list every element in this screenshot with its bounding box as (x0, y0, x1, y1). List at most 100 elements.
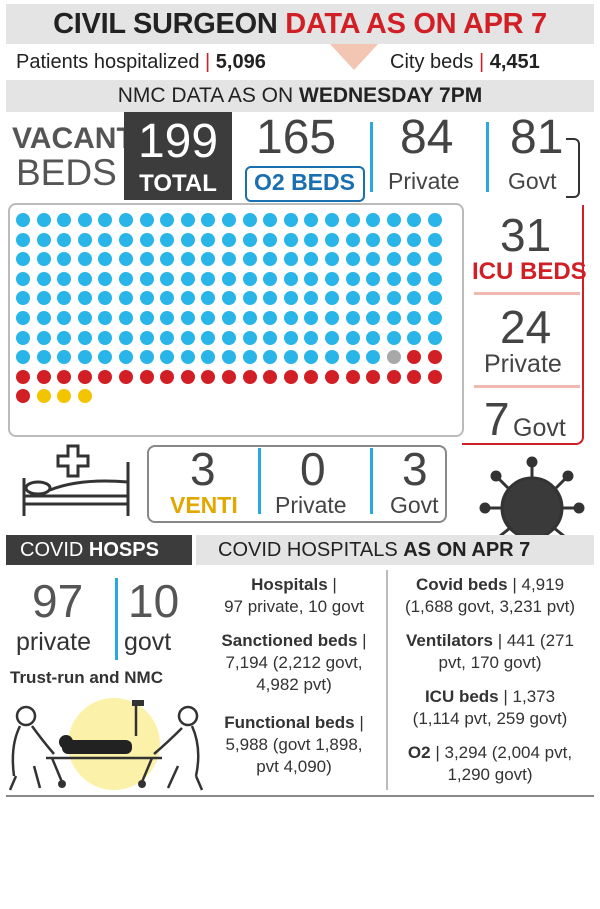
bed-dot (325, 232, 339, 247)
separator: | (497, 631, 503, 650)
bed-dot (139, 291, 154, 306)
bed-dot (222, 350, 236, 365)
bed-dot (36, 252, 51, 267)
bed-dot (98, 330, 113, 345)
bed-dot (263, 213, 278, 227)
icu-govt-label: Govt (513, 414, 566, 442)
hosps-govt-value: 10 (128, 575, 180, 627)
bed-dot (139, 369, 154, 384)
bed-dot (283, 330, 298, 345)
bed-dot (201, 252, 216, 267)
bed-dot (345, 369, 360, 384)
bed-dot (263, 232, 278, 247)
bed-dot (222, 232, 236, 247)
info-line: 1,290 govt) (447, 765, 533, 784)
icu-beds-info: ICU beds | 1,373 (1,114 pvt, 259 govt) (392, 686, 588, 730)
bed-dot (139, 271, 154, 286)
bed-dot (283, 311, 298, 325)
bed-dot (345, 213, 360, 227)
bed-dot (98, 369, 113, 384)
head-bold: AS ON APR 7 (403, 539, 531, 561)
bed-dot (180, 252, 195, 267)
bed-dot (160, 369, 175, 384)
bed-dot (428, 232, 442, 247)
bed-dot (36, 369, 51, 384)
bed-dot (242, 311, 257, 325)
bed-dot (283, 271, 298, 286)
divider (370, 122, 373, 192)
bed-dot (345, 271, 360, 286)
bed-dot (263, 311, 278, 325)
bed-dot (160, 311, 175, 325)
bed-dot (160, 252, 175, 267)
bed-dot (119, 330, 133, 345)
bed-dot (16, 389, 30, 404)
bed-dot (139, 350, 154, 365)
divider (115, 578, 118, 660)
bed-dot (242, 252, 257, 267)
info-line: 4,982 pvt) (256, 675, 332, 694)
bracket (566, 138, 580, 198)
venti-label: VENTI (170, 492, 238, 518)
covid-hosps-header: COVID HOSPS (6, 535, 192, 565)
bed-dot (242, 213, 257, 227)
separator: | (332, 575, 337, 594)
bed-dot (119, 232, 133, 247)
info-line: (1,688 govt, 3,231 pvt) (404, 597, 576, 616)
bed-dot (283, 291, 298, 306)
bed-dot (345, 232, 360, 247)
bed-dot (428, 369, 442, 384)
bed-dot (180, 291, 195, 306)
bed-dot (428, 291, 442, 306)
bed-dot (119, 271, 133, 286)
bed-dot (201, 213, 216, 227)
summary-row: Patients hospitalized | 5,096 City beds … (6, 46, 594, 78)
bed-dot (98, 213, 113, 227)
covid-hospitals-header: COVID HOSPITALS AS ON APR 7 (196, 535, 594, 565)
functional-beds-info: Functional beds | 5,988 (govt 1,898, pvt… (206, 712, 382, 778)
bed-dot (160, 291, 175, 306)
bed-dot (345, 252, 360, 267)
govt-label: Govt (508, 168, 557, 194)
icu-private-label: Private (484, 350, 562, 378)
bed-dot-grid (8, 203, 464, 437)
bed-dot (16, 271, 30, 286)
bed-dot (304, 350, 319, 365)
bed-dot (428, 271, 442, 286)
info-title: Sanctioned beds (221, 631, 358, 650)
info-title: Covid beds (415, 575, 508, 594)
info-first: 441 (271 (506, 631, 574, 650)
bed-dot (242, 291, 257, 306)
bed-dot (242, 330, 257, 345)
venti-value: 3 (190, 443, 216, 495)
bed-dot (428, 252, 442, 267)
bed-dot (386, 232, 401, 247)
bed-dot (201, 271, 216, 286)
bed-dot (119, 252, 133, 267)
beds-label: BEDS (16, 152, 117, 193)
bed-dot (407, 291, 422, 306)
bed-dot (16, 213, 30, 227)
title-red: DATA AS ON APR 7 (285, 8, 547, 40)
bed-dot (407, 311, 422, 325)
bed-dot (222, 213, 236, 227)
info-title: ICU beds (424, 687, 499, 706)
bed-dot (36, 232, 51, 247)
bed-dot (160, 350, 175, 365)
down-arrow-icon (330, 44, 378, 70)
vacant-label: VACANT (12, 122, 135, 155)
icu-label: ICU BEDS (472, 258, 587, 285)
icu-bracket (462, 205, 584, 445)
venti-govt-value: 3 (402, 443, 428, 495)
bed-dot (57, 369, 72, 384)
bed-dot (57, 213, 72, 227)
separator: | (478, 51, 485, 73)
bed-dot (407, 252, 422, 267)
patients-value: 5,096 (215, 51, 266, 73)
head-normal: COVID (20, 539, 84, 561)
bed-dot (325, 311, 339, 325)
bed-dot (98, 232, 113, 247)
bed-dot (428, 330, 442, 345)
bed-dot (263, 330, 278, 345)
bed-dot (366, 350, 381, 365)
